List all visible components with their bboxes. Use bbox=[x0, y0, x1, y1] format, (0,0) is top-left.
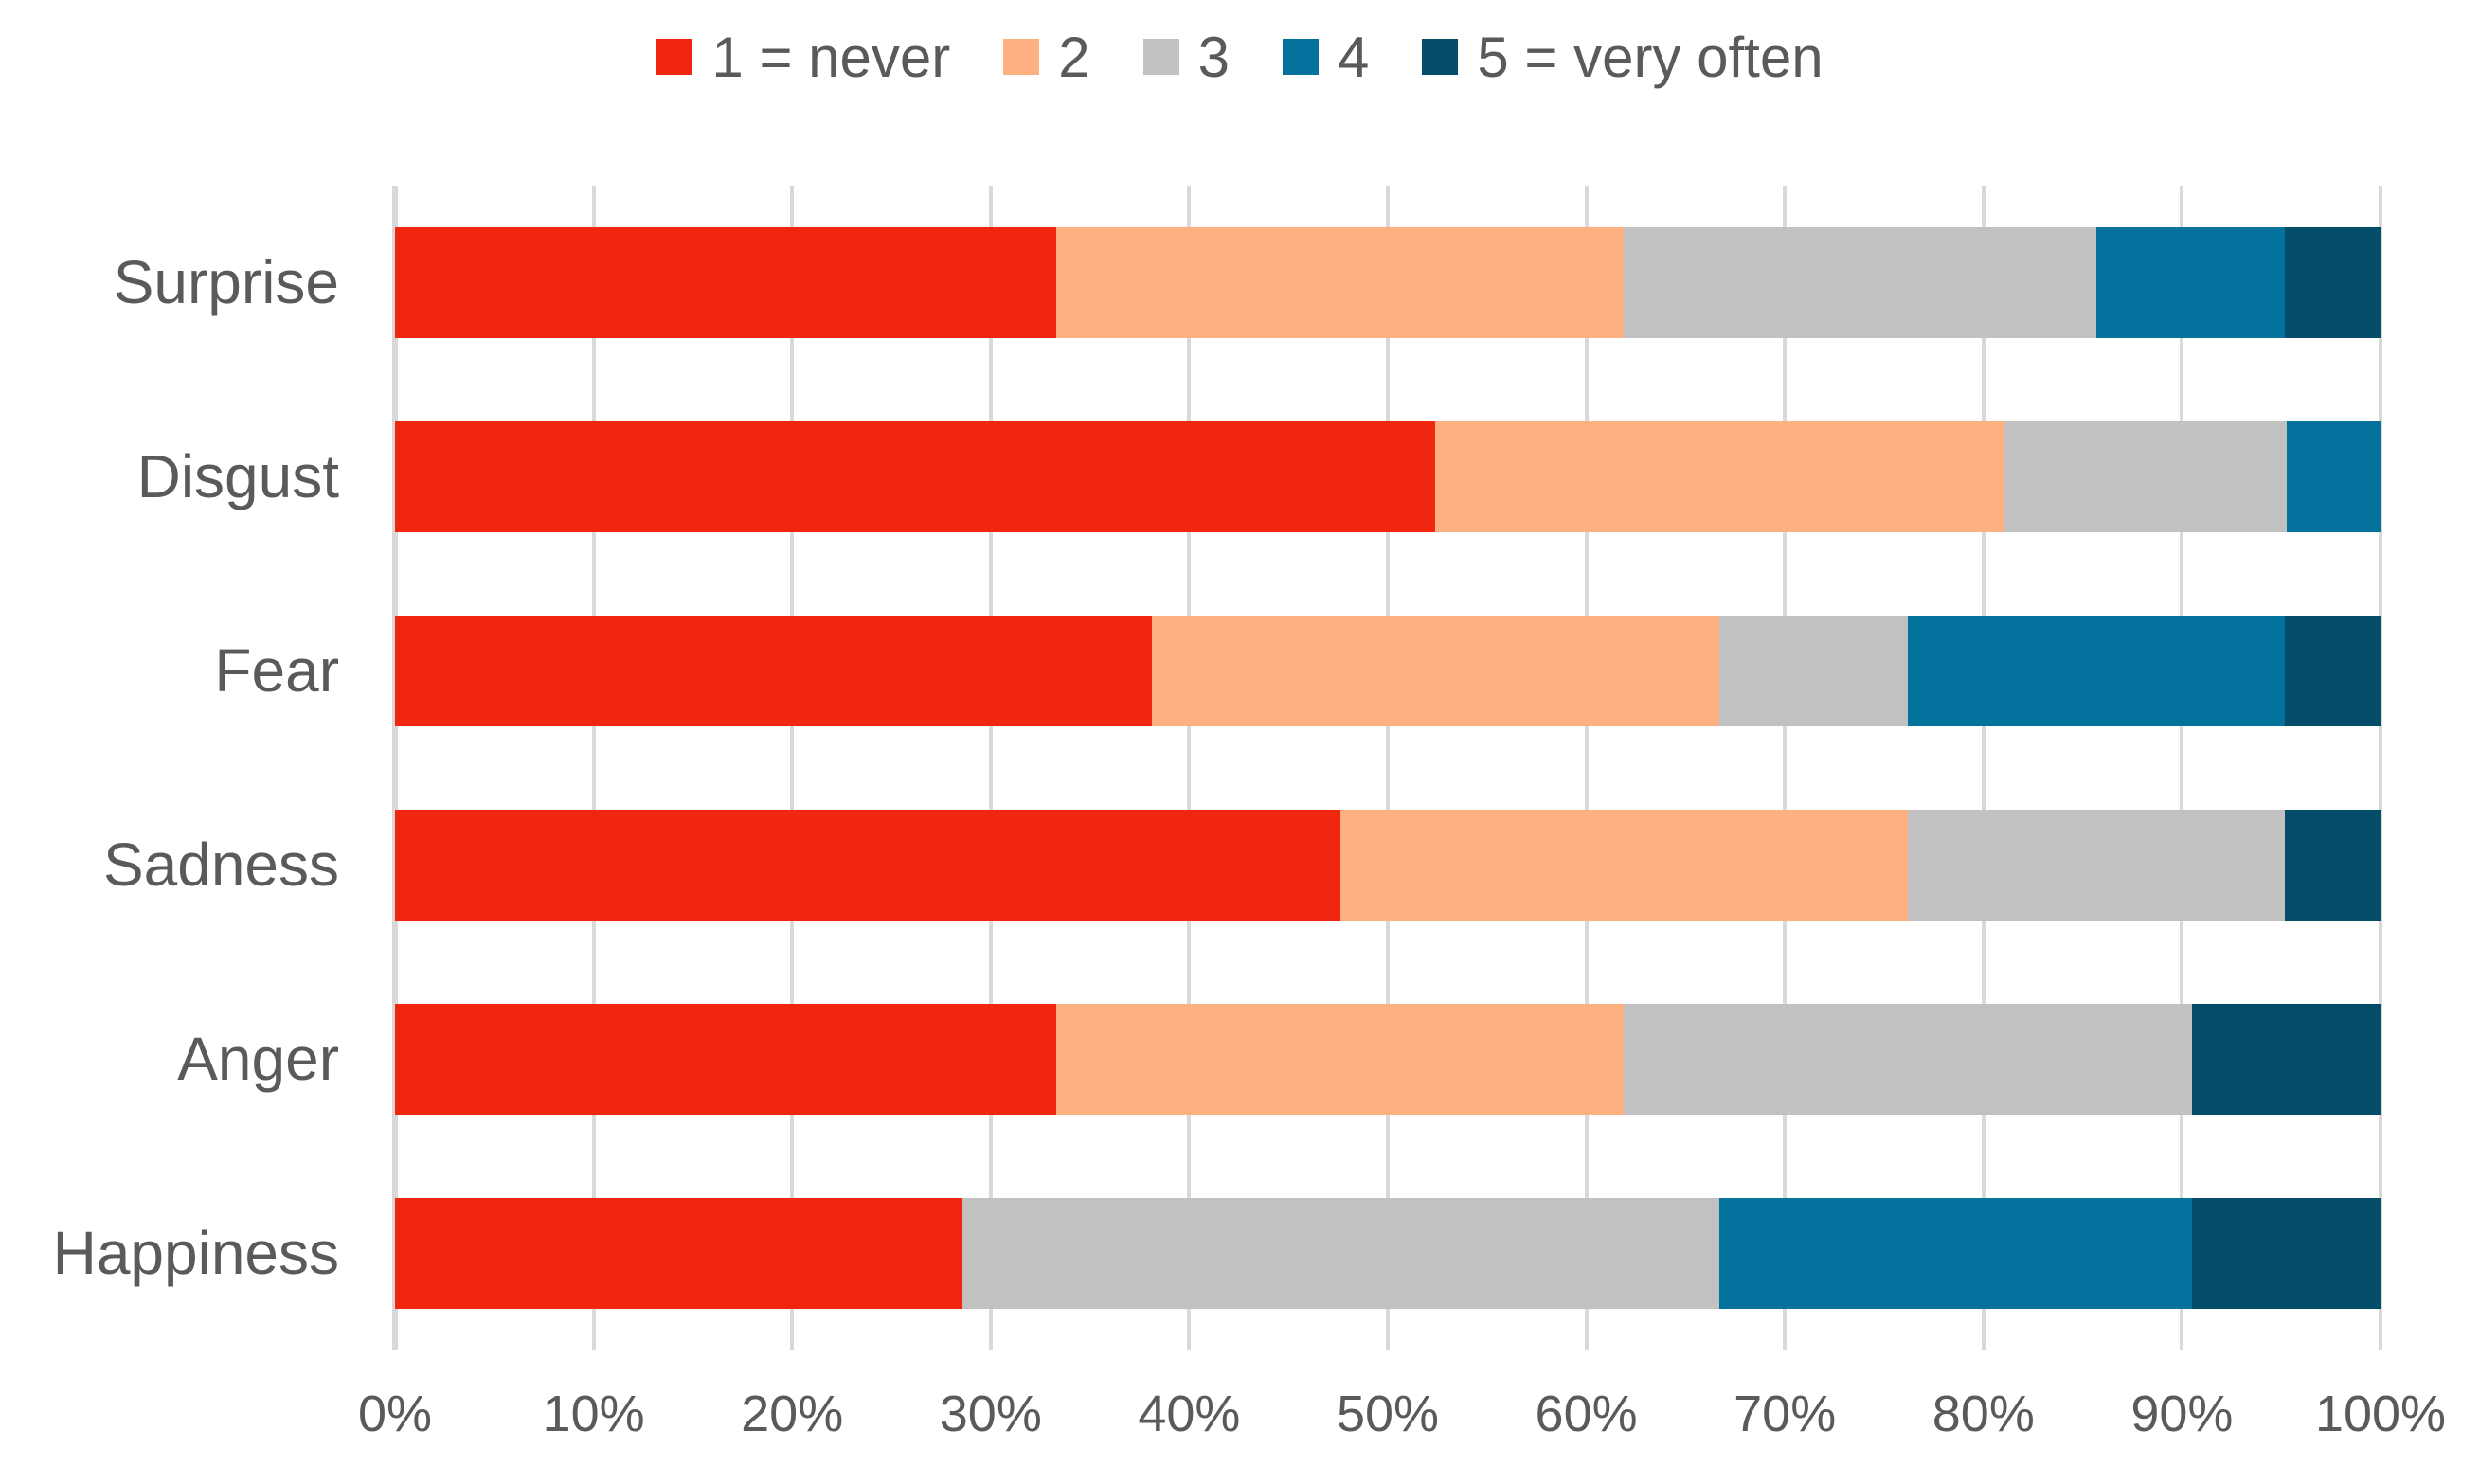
legend-item: 5 = very often bbox=[1422, 25, 1824, 90]
legend-item: 3 bbox=[1142, 25, 1230, 90]
bar-segment bbox=[395, 1198, 963, 1309]
x-tick-label: 0% bbox=[357, 1386, 433, 1442]
gridline bbox=[1584, 186, 1589, 1350]
x-tick-label: 60% bbox=[1535, 1386, 1638, 1442]
surprise-stacked-bar bbox=[395, 227, 2381, 338]
gridline bbox=[1783, 186, 1788, 1350]
bar-row bbox=[395, 186, 2381, 380]
x-tick-label: 50% bbox=[1336, 1386, 1440, 1442]
bar-row bbox=[395, 380, 2381, 574]
bar-segment bbox=[2096, 227, 2286, 338]
bar-row bbox=[395, 1156, 2381, 1350]
legend: 1 = never 2 3 4 5 = very often bbox=[0, 23, 2480, 91]
bar-row bbox=[395, 574, 2381, 768]
category-label: Happiness bbox=[52, 1219, 339, 1287]
gridline bbox=[1386, 186, 1390, 1350]
x-tick-label: 40% bbox=[1138, 1386, 1241, 1442]
bar-segment bbox=[1055, 1004, 1625, 1115]
category-label: Disgust bbox=[136, 442, 339, 510]
bar-segment bbox=[2285, 227, 2381, 338]
x-tick-label: 30% bbox=[939, 1386, 1042, 1442]
bar-segment bbox=[1151, 616, 1720, 726]
bar-segment bbox=[1055, 227, 1625, 338]
bar-segment bbox=[2191, 1198, 2381, 1309]
x-tick-label: 20% bbox=[741, 1386, 844, 1442]
legend-color-swatch bbox=[1142, 39, 1179, 75]
x-axis-labels: 0% 10% 20% 30% 40% 50% 60% 70% 80% 90% 100% bbox=[358, 1385, 2446, 1460]
gridline bbox=[591, 186, 596, 1350]
legend-color-swatch bbox=[1422, 39, 1459, 75]
y-axis-labels: Surprise Disgust Fear Sadness Anger Happiness bbox=[0, 186, 339, 1350]
bar-segment bbox=[395, 421, 1436, 532]
fear-stacked-bar bbox=[395, 616, 2381, 726]
anger-stacked-bar bbox=[395, 1004, 2381, 1115]
disgust-stacked-bar bbox=[395, 421, 2381, 532]
sadness-stacked-bar bbox=[395, 810, 2381, 921]
x-tick-label: 70% bbox=[1734, 1386, 1837, 1442]
bar-segment bbox=[1908, 616, 2286, 726]
bar-row bbox=[395, 768, 2381, 962]
bar-segment bbox=[1624, 227, 2097, 338]
bar-segment bbox=[1719, 616, 1909, 726]
bar-segment bbox=[1435, 421, 2004, 532]
bar-segment bbox=[395, 227, 1056, 338]
legend-item: 2 bbox=[1003, 25, 1090, 90]
gridline bbox=[790, 186, 795, 1350]
x-tick-label: 90% bbox=[2130, 1386, 2234, 1442]
bar-segment bbox=[1719, 1198, 2192, 1309]
bar-segment bbox=[395, 810, 1340, 921]
legend-color-swatch bbox=[656, 39, 693, 75]
happiness-stacked-bar bbox=[395, 1198, 2381, 1309]
plot-area bbox=[392, 186, 2382, 1350]
bar-segment bbox=[395, 616, 1152, 726]
bar-segment bbox=[2285, 810, 2381, 921]
legend-label: 1 = never bbox=[711, 25, 951, 89]
legend-label: 4 bbox=[1338, 25, 1370, 89]
category-label: Sadness bbox=[102, 831, 339, 899]
bar-row bbox=[395, 962, 2381, 1156]
x-tick-label: 80% bbox=[1932, 1386, 2035, 1442]
gridline bbox=[2180, 186, 2184, 1350]
bar-segment bbox=[962, 1198, 1720, 1309]
gridline bbox=[1187, 186, 1192, 1350]
bar-segment bbox=[2003, 421, 2288, 532]
legend-label: 2 bbox=[1058, 25, 1090, 89]
legend-label: 5 = very often bbox=[1477, 25, 1824, 89]
bar-segment bbox=[1908, 810, 2286, 921]
gridline bbox=[988, 186, 993, 1350]
x-tick-label: 10% bbox=[542, 1386, 645, 1442]
bar-segment bbox=[2285, 616, 2381, 726]
x-tick-label: 100% bbox=[2314, 1386, 2447, 1442]
legend-item: 4 bbox=[1283, 25, 1369, 90]
category-label: Surprise bbox=[113, 248, 339, 316]
category-label: Anger bbox=[177, 1025, 339, 1093]
bar-segment bbox=[1624, 1004, 2192, 1115]
category-label: Fear bbox=[214, 636, 339, 705]
gridline bbox=[2379, 186, 2382, 1350]
bar-segment bbox=[2191, 1004, 2381, 1115]
bar-segment bbox=[1339, 810, 1909, 921]
gridline bbox=[1981, 186, 1986, 1350]
legend-color-swatch bbox=[1003, 39, 1040, 75]
legend-label: 3 bbox=[1197, 25, 1230, 89]
y-axis-line bbox=[392, 186, 398, 1350]
bar-segment bbox=[395, 1004, 1056, 1115]
legend-item: 1 = never bbox=[656, 25, 950, 90]
bar-segment bbox=[2287, 421, 2381, 532]
legend-color-swatch bbox=[1283, 39, 1319, 75]
